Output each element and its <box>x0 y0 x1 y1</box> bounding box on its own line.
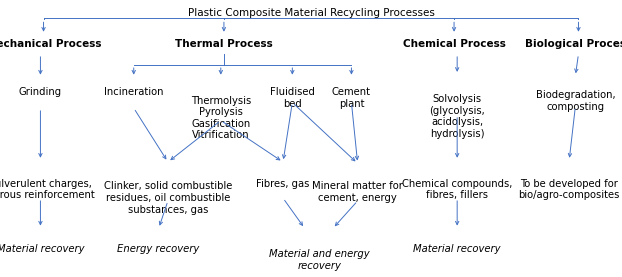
Text: Pulverulent charges,
fibrous reinforcement: Pulverulent charges, fibrous reinforceme… <box>0 179 95 200</box>
Text: Chemical compounds,
fibres, fillers: Chemical compounds, fibres, fillers <box>402 179 513 200</box>
Text: Thermal Process: Thermal Process <box>175 39 273 49</box>
Text: Clinker, solid combustible
residues, oil combustible
substances, gas: Clinker, solid combustible residues, oil… <box>104 181 232 215</box>
Text: To be developed for
bio/agro-composites: To be developed for bio/agro-composites <box>519 179 620 200</box>
Text: Fluidised
bed: Fluidised bed <box>270 87 315 109</box>
Text: Incineration: Incineration <box>104 87 164 97</box>
Text: Grinding: Grinding <box>19 87 62 97</box>
Text: Material and energy
recovery: Material and energy recovery <box>269 249 369 271</box>
Text: Material recovery: Material recovery <box>414 244 501 254</box>
Text: Fibres, gas: Fibres, gas <box>256 179 310 189</box>
Text: Plastic Composite Material Recycling Processes: Plastic Composite Material Recycling Pro… <box>188 8 434 18</box>
Text: Energy recovery: Energy recovery <box>118 244 200 254</box>
Text: Mechanical Process: Mechanical Process <box>0 39 101 49</box>
Text: Biological Process: Biological Process <box>525 39 622 49</box>
Text: Solvolysis
(glycolysis,
acidolysis,
hydrolysis): Solvolysis (glycolysis, acidolysis, hydr… <box>429 94 485 139</box>
Text: Thermolysis
Pyrolysis
Gasification
Vitrification: Thermolysis Pyrolysis Gasification Vitri… <box>191 96 251 140</box>
Text: Mineral matter for
cement, energy: Mineral matter for cement, energy <box>312 181 403 203</box>
Text: Cement
plant: Cement plant <box>332 87 371 109</box>
Text: Chemical Process: Chemical Process <box>402 39 506 49</box>
Text: Biodegradation,
composting: Biodegradation, composting <box>536 90 615 112</box>
Text: Material recovery: Material recovery <box>0 244 84 254</box>
